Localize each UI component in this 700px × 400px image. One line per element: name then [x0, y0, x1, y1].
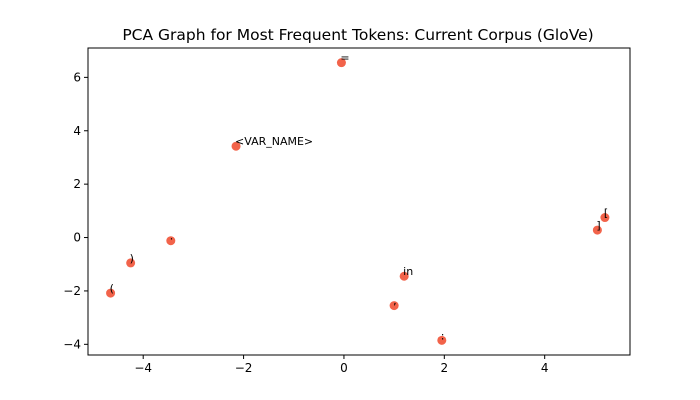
y-tick-label: 6: [73, 70, 81, 84]
data-point-label: ,: [393, 295, 397, 308]
y-tick-label: 4: [73, 124, 81, 138]
y-tick-label: −2: [63, 284, 81, 298]
x-tick-label: −2: [235, 361, 253, 375]
data-point-label: <VAR_NAME>: [235, 135, 313, 148]
y-axis: −4 −2 0 2 4 6: [63, 70, 88, 351]
data-points: = <VAR_NAME> [].) ( in,:: [106, 52, 609, 345]
y-tick-label: 2: [73, 177, 81, 191]
y-tick-label: −4: [63, 337, 81, 351]
data-point-label: in: [403, 265, 413, 278]
data-point-label: ): [130, 252, 134, 265]
data-point-label: (: [110, 282, 114, 295]
data-point-label: =: [340, 52, 349, 65]
data-point-label: [: [604, 207, 608, 220]
y-tick-label: 0: [73, 231, 81, 245]
x-tick-label: −4: [134, 361, 152, 375]
x-axis: −4 −2 0 2 4: [134, 355, 548, 375]
plot-area-frame: [88, 48, 630, 355]
data-point-label: .: [170, 230, 174, 243]
x-tick-label: 2: [440, 361, 448, 375]
x-tick-label: 4: [541, 361, 549, 375]
data-point-label: ]: [596, 219, 600, 232]
data-point-label: :: [441, 329, 445, 342]
chart-title: PCA Graph for Most Frequent Tokens: Curr…: [122, 26, 593, 44]
x-tick-label: 0: [340, 361, 348, 375]
